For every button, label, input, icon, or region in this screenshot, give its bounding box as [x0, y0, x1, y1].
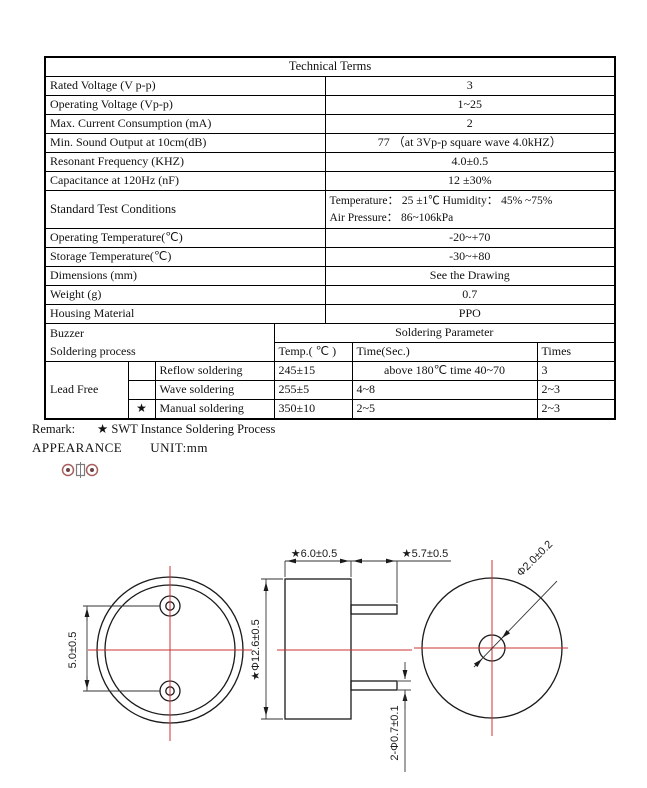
appearance-drawings: 5.0±0.5 ★6.0±0.5 ★5.7±0.5: [67, 539, 568, 772]
time-cell: above 180℃ time 40~70: [351, 361, 538, 381]
remark-label: Remark:: [32, 422, 76, 436]
spec-value: 4.0±0.5: [324, 152, 616, 172]
table-row: Max. Current Consumption (mA) 2: [44, 114, 616, 134]
soldering-group-line1: Buzzer: [50, 326, 84, 341]
table-row: Resonant Frequency (KHZ) 4.0±0.5: [44, 152, 616, 172]
spec-label: Min. Sound Output at 10cm(dB): [44, 133, 326, 153]
spec-value: Temperature： 25 ±1℃ Humidity： 45% ~75% A…: [324, 190, 616, 229]
unit-label: UNIT:mm: [150, 440, 208, 455]
spec-label: Rated Voltage (V p-p): [44, 76, 326, 96]
times-cell: 2~3: [536, 380, 616, 400]
star-cell: ★: [127, 399, 156, 420]
hole-diameter-dimension: Φ2.0±0.2: [515, 539, 556, 580]
side-pin-top: [350, 604, 398, 615]
time-cell: 2~5: [351, 399, 538, 420]
times-cell: 3: [536, 361, 616, 381]
spec-label: Housing Material: [44, 304, 326, 324]
star-cell: [127, 361, 156, 381]
table-row: Rated Voltage (V p-p) 3: [44, 76, 616, 96]
spec-value: 1~25: [324, 95, 616, 115]
appearance-line: APPEARANCE UNIT:mm: [32, 440, 208, 456]
spec-value: 2: [324, 114, 616, 134]
table-row: Standard Test Conditions Temperature： 25…: [44, 190, 616, 229]
spec-value: See the Drawing: [324, 266, 616, 286]
spec-value: 0.7: [324, 285, 616, 305]
table-row: Operating Voltage (Vp-p) 1~25: [44, 95, 616, 115]
spec-label: Resonant Frequency (KHZ): [44, 152, 326, 172]
star-icon: ★: [97, 422, 109, 436]
temp-cell: 245±15: [273, 361, 353, 381]
appearance-title: APPEARANCE: [32, 440, 123, 455]
table-row: Capacitance at 120Hz (nF) 12 ±30%: [44, 171, 616, 191]
spec-label: Standard Test Conditions: [44, 190, 326, 229]
spec-value: 3: [324, 76, 616, 96]
times-cell: 2~3: [536, 399, 616, 420]
table-row: Housing Material PPO: [44, 304, 616, 324]
body-width-dimension: ★6.0±0.5: [291, 548, 337, 560]
soldering-row: Wave soldering 255±5 4~8 2~3: [45, 380, 616, 400]
temp-cell: 350±10: [273, 399, 353, 420]
body-diameter-dimension: ★Φ12.6±0.5: [250, 619, 262, 680]
spec-value: -30~+80: [324, 247, 616, 267]
soldering-group-line2: Soldering process: [50, 343, 136, 358]
pin-diameter-dimension: 2-Φ0.7±0.1: [389, 705, 401, 760]
col-header-time: Time(Sec.): [351, 342, 538, 362]
spec-value: 12 ±30%: [324, 171, 616, 191]
spec-label: Dimensions (mm): [44, 266, 326, 286]
soldering-group-header: Buzzer Soldering process: [44, 323, 275, 362]
col-header-temp: Temp.( ℃ ): [273, 342, 353, 362]
spec-label: Weight (g): [44, 285, 326, 305]
pin-length-dimension: ★5.7±0.5: [402, 548, 448, 560]
spec-label: Capacitance at 120Hz (nF): [44, 171, 326, 191]
remark-line: Remark: ★ SWT Instance Soldering Process: [32, 421, 275, 437]
spec-label: Operating Voltage (Vp-p): [44, 95, 326, 115]
pin-pitch-dimension: 5.0±0.5: [67, 632, 79, 669]
spec-label: Operating Temperature(℃): [44, 228, 326, 248]
spec-value: PPO: [324, 304, 616, 324]
spec-value: 77 （at 3Vp-p square wave 4.0kHZ）: [324, 133, 616, 153]
table-title: Technical Terms: [44, 56, 616, 77]
star-cell: [127, 380, 156, 400]
temp-cell: 255±5: [273, 380, 353, 400]
time-cell: 4~8: [351, 380, 538, 400]
soldering-row: ★ Manual soldering 350±10 2~5 2~3: [45, 399, 616, 420]
spec-table: Technical Terms Rated Voltage (V p-p) 3 …: [44, 56, 617, 420]
spec-value: -20~+70: [324, 228, 616, 248]
table-row: Dimensions (mm) See the Drawing: [44, 266, 616, 286]
test-conditions-line2: Air Pressure： 86~106kPa: [329, 211, 454, 224]
table-row: Operating Temperature(℃) -20~+70: [44, 228, 616, 248]
side-pin-bottom: [350, 680, 398, 691]
process-cell: Manual soldering: [154, 399, 275, 420]
front-view-drawing: 5.0±0.5: [67, 566, 252, 741]
spec-label: Storage Temperature(℃): [44, 247, 326, 267]
test-conditions-line1: Temperature： 25 ±1℃ Humidity： 45% ~75%: [329, 194, 553, 207]
table-row: Weight (g) 0.7: [44, 285, 616, 305]
process-cell: Reflow soldering: [154, 361, 275, 381]
company-stamp-icon: [60, 461, 102, 484]
soldering-header-row: Buzzer Soldering process Soldering Param…: [44, 323, 616, 362]
table-row: Min. Sound Output at 10cm(dB) 77 （at 3Vp…: [44, 133, 616, 153]
lead-free-label: Lead Free: [44, 361, 129, 420]
soldering-row: Lead Free Reflow soldering 245±15 above …: [44, 361, 616, 420]
soldering-param-header: Soldering Parameter: [273, 323, 616, 343]
back-view-drawing: Φ2.0±0.2: [414, 539, 568, 736]
process-cell: Wave soldering: [154, 380, 275, 400]
col-header-times: Times: [536, 342, 616, 362]
side-view-drawing: ★6.0±0.5 ★5.7±0.5 ★Φ12.6±0.5 2-Φ0.7±0.1: [250, 548, 451, 772]
side-body: [284, 578, 352, 720]
remark-text: SWT Instance Soldering Process: [111, 422, 276, 436]
table-row: Storage Temperature(℃) -30~+80: [44, 247, 616, 267]
spec-label: Max. Current Consumption (mA): [44, 114, 326, 134]
